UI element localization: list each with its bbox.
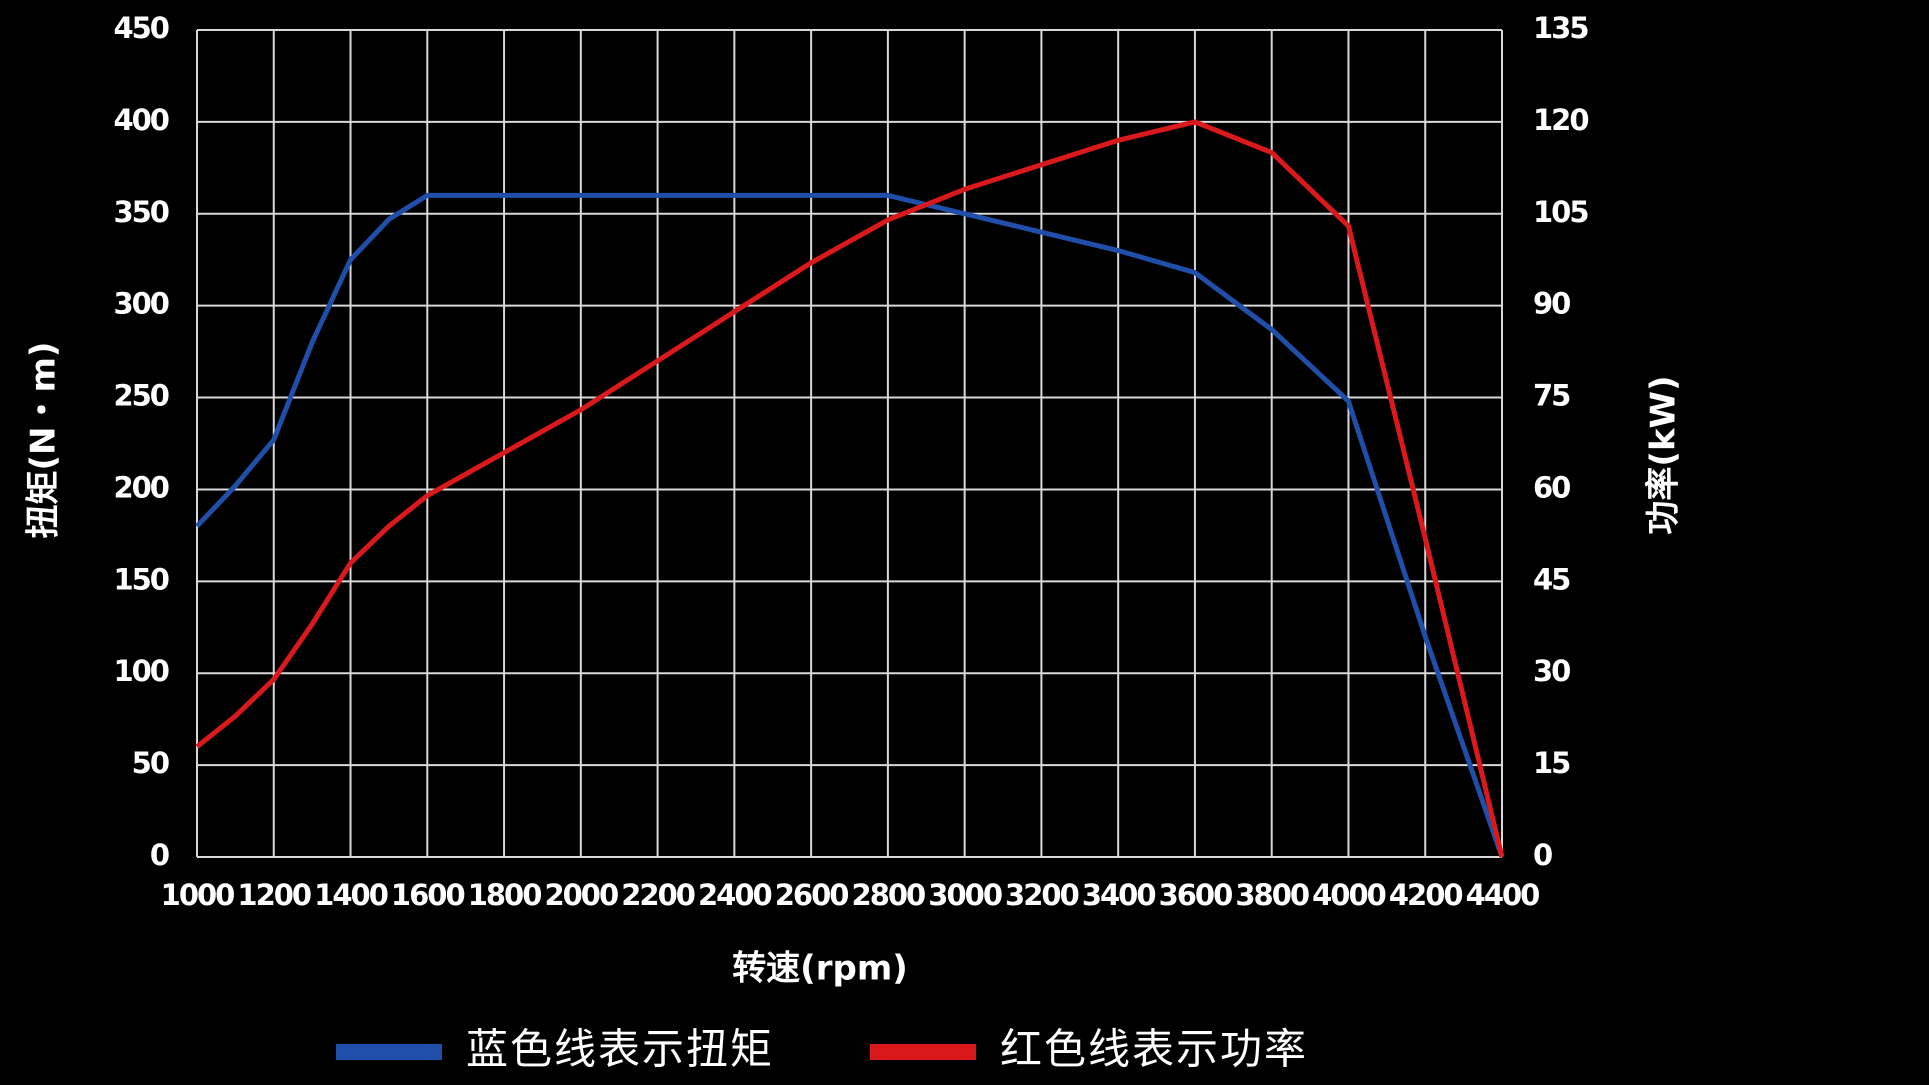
x-tick-label: 2800 [852,878,926,912]
y-tick-label: 0 [150,838,169,872]
y2-tick-label: 120 [1533,103,1588,137]
x-tick-label: 3000 [928,878,1002,912]
y-tick-label: 50 [132,746,169,780]
y-tick-label: 450 [113,11,168,45]
y-tick-label: 200 [113,470,168,504]
y2-tick-label: 75 [1533,379,1570,413]
x-axis-label: 转速(rpm) [732,949,908,989]
x-tick-label: 2000 [544,878,618,912]
x-tick-label: 4000 [1312,878,1386,912]
x-tick-label: 2200 [621,878,695,912]
y-tick-label: 300 [113,287,168,321]
y2-tick-label: 15 [1533,746,1570,780]
y-tick-label: 150 [113,562,168,596]
x-tick-label: 1200 [237,878,311,912]
x-tick-label: 1800 [468,878,542,912]
x-tick-label: 3400 [1082,878,1156,912]
x-tick-label: 3200 [1005,878,1079,912]
x-tick-label: 1000 [161,878,235,912]
series-line [195,119,1505,858]
y2-tick-label: 30 [1533,654,1570,688]
x-tick-label: 4400 [1466,878,1540,912]
y2-tick-label: 90 [1533,287,1570,321]
x-tick-label: 4200 [1389,878,1463,912]
x-tick-label: 1600 [391,878,465,912]
y2-tick-label: 0 [1533,838,1552,872]
y-tick-label: 100 [113,654,168,688]
x-tick-label: 3600 [1159,878,1233,912]
y2-tick-label: 105 [1533,195,1588,229]
y-tick-label: 400 [113,103,168,137]
x-tick-label: 3800 [1235,878,1309,912]
legend-swatch [870,1044,976,1060]
x-tick-label: 2600 [775,878,849,912]
legend-label: 蓝色线表示扭矩 [466,1025,774,1074]
x-tick-label: 1400 [314,878,388,912]
y2-tick-label: 60 [1533,470,1570,504]
y-tick-label: 250 [113,379,168,413]
y-axis-label: 扭矩(N・m) [24,342,64,539]
y2-tick-label: 45 [1533,562,1570,596]
legend-swatch [336,1044,442,1060]
y2-tick-label: 135 [1533,11,1588,45]
y-tick-label: 350 [113,195,168,229]
legend-label: 红色线表示功率 [1000,1025,1308,1074]
x-tick-label: 2400 [698,878,772,912]
series-line [195,192,1505,858]
y2-axis-label: 功率(kW) [1644,375,1684,534]
